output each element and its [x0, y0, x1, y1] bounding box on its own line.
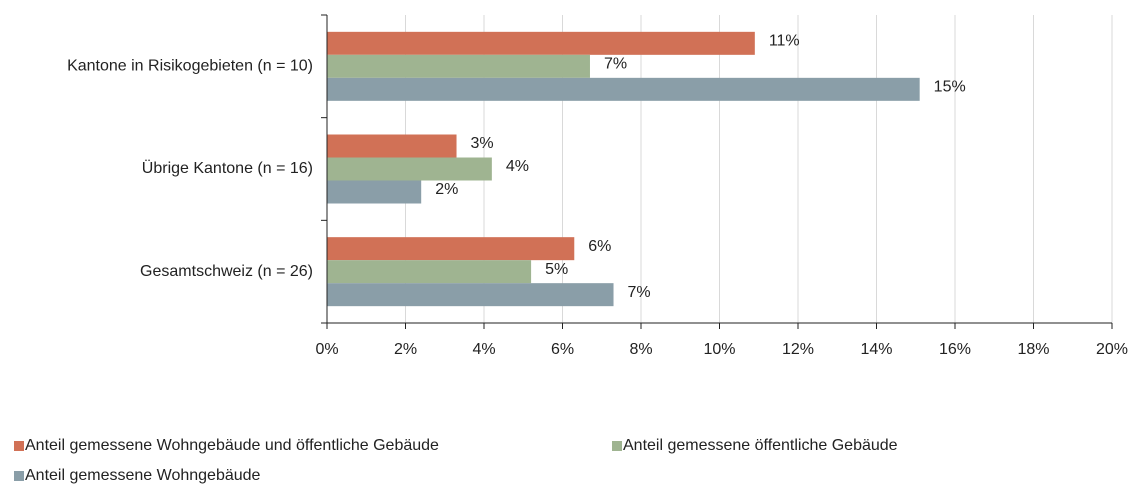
x-tick-label: 18% [1017, 341, 1049, 358]
bar [327, 157, 492, 181]
bar [327, 54, 590, 78]
x-tick-label: 14% [860, 341, 892, 358]
legend-swatch [14, 441, 24, 451]
x-tick-label: 20% [1096, 341, 1128, 358]
data-label: 6% [588, 238, 611, 255]
x-tick-label: 6% [551, 341, 574, 358]
data-label: 11% [769, 33, 800, 50]
bar [327, 283, 614, 307]
legend-label: Anteil gemessene öffentliche Gebäude [623, 437, 898, 454]
x-tick-label: 10% [703, 341, 735, 358]
x-tick-label: 0% [315, 341, 338, 358]
x-tick-label: 16% [939, 341, 971, 358]
legend-swatch [14, 471, 24, 481]
bar [327, 134, 457, 158]
legend-label: Anteil gemessene Wohngebäude [25, 467, 261, 484]
bar [327, 237, 575, 261]
legend-label: Anteil gemessene Wohngebäude und öffentl… [25, 437, 439, 454]
data-label: 4% [506, 158, 529, 175]
x-tick-label: 8% [629, 341, 652, 358]
bar [327, 260, 532, 284]
x-tick-label: 12% [782, 341, 814, 358]
bar [327, 180, 422, 204]
y-tick-label: Übrige Kantone (n = 16) [142, 159, 313, 177]
data-label: 7% [628, 284, 651, 301]
data-label: 15% [934, 79, 966, 96]
data-label: 2% [435, 181, 458, 198]
legend-swatch [612, 441, 622, 451]
bar [327, 77, 920, 101]
x-tick-label: 2% [394, 341, 417, 358]
y-tick-label: Kantone in Risikogebieten (n = 10) [67, 58, 313, 75]
bar [327, 31, 755, 55]
data-label: 5% [545, 261, 568, 278]
x-tick-label: 4% [472, 341, 495, 358]
data-label: 7% [604, 56, 627, 73]
y-tick-label: Gesamtschweiz (n = 26) [140, 263, 313, 280]
data-label: 3% [471, 135, 494, 152]
